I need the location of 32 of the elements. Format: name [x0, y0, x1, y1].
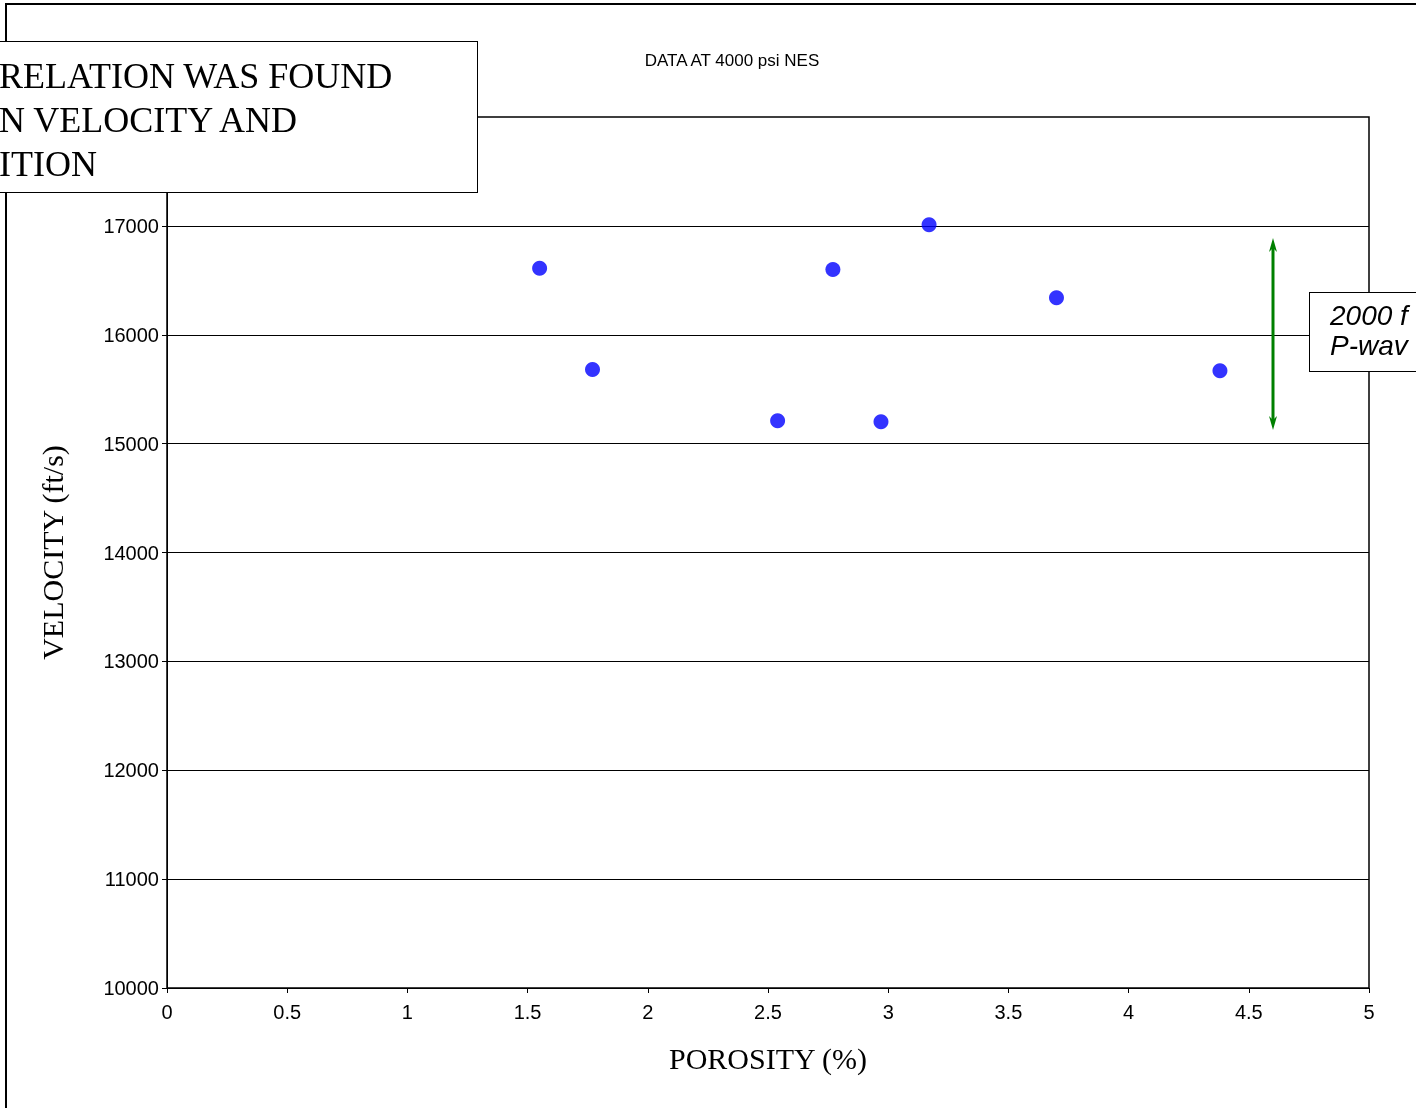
- y-tick-label: 12000: [103, 759, 159, 782]
- y-tick-label: 10000: [103, 977, 159, 999]
- point: [532, 260, 548, 276]
- x-tick-label: 4.5: [1234, 1001, 1263, 1023]
- y-tick-label: 15000: [103, 432, 159, 455]
- point: [770, 413, 786, 429]
- x-tick-label: 5: [1363, 1001, 1375, 1023]
- x-tick-label: 0: [161, 1001, 173, 1023]
- y-tick-label: 14000: [103, 541, 159, 564]
- x-tick-label: 3.5: [994, 1001, 1023, 1023]
- point: [1049, 290, 1064, 306]
- x-axis-title: POROSITY (%): [668, 1041, 868, 1076]
- y-tick-label: 11000: [104, 868, 159, 891]
- point: [825, 261, 841, 277]
- point: [585, 362, 601, 378]
- x-tick-label: 0.5: [273, 1001, 302, 1023]
- annotation: RELATION WAS FOUND N VELOCITY AND ITION: [0, 41, 478, 193]
- point: [1212, 363, 1228, 379]
- y-tick-label: 16000: [103, 323, 159, 346]
- y-tick-label: 13000: [103, 650, 159, 673]
- y-tick-label: 17000: [103, 214, 159, 237]
- x-tick-label: 3: [882, 1001, 894, 1023]
- point: [921, 217, 937, 233]
- x-tick-label: 2: [642, 1001, 654, 1023]
- annotation: 2000 f P-wav: [1309, 292, 1416, 372]
- chart-title: DATA AT 4000 psi NES: [644, 51, 820, 70]
- point: [873, 414, 889, 430]
- x-tick-label: 2.5: [754, 1001, 782, 1023]
- x-tick-label: 4: [1123, 1001, 1135, 1023]
- y-axis-title: VELOCITY (ft/s): [35, 445, 70, 660]
- x-tick-label: 1: [401, 1001, 413, 1023]
- x-tick-label: 1.5: [513, 1001, 542, 1023]
